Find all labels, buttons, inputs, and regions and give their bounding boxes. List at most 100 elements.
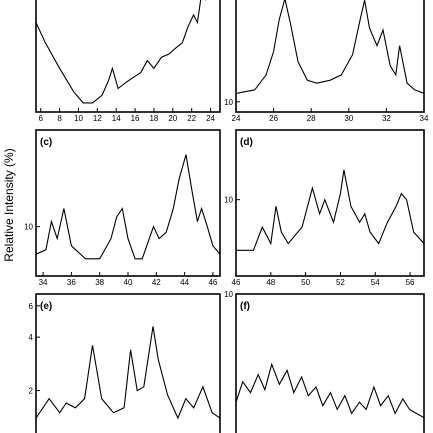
- peak-label: 86.21°: [378, 405, 384, 423]
- x-tick-label: 12: [93, 114, 102, 123]
- xrd-pattern-line: [236, 169, 424, 251]
- peak-label: 73.69°: [260, 405, 266, 423]
- x-tick-label: 56: [406, 278, 415, 287]
- panel-frame: [235, 129, 425, 277]
- peak-label: 65.48°: [156, 405, 162, 423]
- peak-label: 1.7466, 15, (622): [344, 187, 350, 233]
- peak-label: 2.8103, 20: [382, 41, 388, 70]
- peak-label: 45.61°: [203, 237, 209, 255]
- y-tick-label: 100: [220, 0, 234, 1]
- x-tick-label: 46: [232, 278, 241, 287]
- peak-label: 39.63°: [117, 237, 123, 255]
- peak-label: 60.27°: [89, 405, 95, 423]
- peak-label: 5.606: [84, 48, 90, 64]
- panel-frame: [35, 129, 221, 277]
- x-tick-label: 14: [112, 114, 121, 123]
- peak-label: 54.95°: [387, 237, 393, 255]
- x-tick-label: 34: [39, 278, 48, 287]
- peak-label: 18.45°: [156, 78, 162, 96]
- panel-a: 6 8 10 12 14 16 18 20 22 2410.70°5.60613.53°6.689…: [35, 0, 221, 123]
- x-tick-label: 20: [168, 114, 177, 123]
- y-tick-label: 10: [224, 98, 233, 107]
- xrd-pattern-line: [36, 326, 220, 420]
- peak-label: 2.5916, 6: [50, 197, 56, 223]
- peak-label: 32.72°: [396, 78, 402, 96]
- peak-label: 42.71°: [162, 237, 168, 255]
- x-tick-label: 16: [131, 114, 140, 123]
- peak-label: 5.7937: [129, 46, 135, 65]
- peak-label: 1.0990, 1, (870): [410, 355, 416, 397]
- peak-label: 3.2137: [305, 46, 311, 65]
- peak-label: 1.1487: [368, 367, 374, 386]
- peak-label: 1.7873, 2, (541): [322, 189, 328, 231]
- peak-label: 3.3450: [283, 46, 289, 65]
- peak-label: 1.4052: [172, 367, 178, 386]
- x-tick-label: 28: [307, 114, 316, 123]
- xrd-pattern-line: [236, 0, 424, 94]
- peak-label: 10.70°: [81, 78, 87, 96]
- x-tick-label: 32: [382, 114, 391, 123]
- x-tick-label: 24: [232, 114, 241, 123]
- peak-label: 74.25°: [268, 405, 274, 423]
- peak-label: 1.9012: [261, 200, 267, 219]
- panel-label: (d): [240, 137, 253, 148]
- y-tick-label: 6: [29, 302, 34, 311]
- peak-label: 17.10°: [142, 78, 148, 96]
- peak-label: 35.47°: [60, 237, 66, 255]
- x-tick-label: 8: [57, 114, 62, 123]
- peak-label: 63.13°: [127, 405, 133, 423]
- peak-label: 2.2300: [133, 200, 139, 219]
- peak-label: 1.7055, 1: [367, 197, 373, 223]
- peak-label: 53.60°: [364, 237, 370, 255]
- xrd-pattern-line: [236, 362, 424, 419]
- peak-label: 52.97°: [353, 237, 359, 255]
- peak-label: 41.89°: [150, 237, 156, 255]
- panel-b: 2426283032341010026.63°3.345027.74°3.213…: [220, 0, 429, 123]
- peak-label: 72.52°: [255, 405, 261, 423]
- peak-label: 74.79°: [274, 405, 280, 423]
- peak-label: 1.1951: [327, 367, 333, 386]
- x-tick-label: 30: [344, 114, 353, 123]
- peak-label: 80.09°: [326, 405, 332, 423]
- panel-d: 46 48 50 52 54 561047.51°1.901248.35°1.8797, …: [224, 129, 425, 287]
- panel-e: 2 4 6 57.98° 1.5916 58.47° 1.5768 60.27° 1.5348,…: [29, 293, 221, 433]
- peak-label: 44.26°: [183, 237, 189, 255]
- peak-label: 1.4372, 2, (650): [151, 355, 157, 397]
- peak-label: 1.6686, 5, (444): [390, 189, 396, 231]
- peak-label: 1.1775, 1, (770): [339, 355, 345, 397]
- y-tick-label: 2: [29, 387, 34, 396]
- peak-label: 1.4829: [114, 367, 120, 386]
- peak-label: 23.07°: [198, 78, 204, 96]
- x-tick-label: 44: [180, 278, 189, 287]
- panel-frame: [235, 293, 425, 433]
- panel-frame: [235, 0, 425, 113]
- peak-label: 77.59°: [300, 405, 306, 423]
- peak-label: 2.8968: [364, 46, 370, 65]
- x-tick-label: 36: [67, 278, 76, 287]
- peak-label: 3.8934: [201, 46, 207, 65]
- peak-label: 1.5768: [62, 367, 68, 386]
- peak-label: 47.51°: [258, 237, 264, 255]
- x-tick-label: 26: [269, 114, 278, 123]
- y-tick-label: 4: [29, 333, 34, 342]
- peak-label: 64.35°: [135, 405, 141, 423]
- peak-label: 43.78°: [178, 237, 184, 255]
- x-tick-label: 10: [74, 114, 83, 123]
- peak-label: 50.39°: [308, 237, 314, 255]
- peak-label: 58.47°: [60, 405, 66, 423]
- peak-label: 1.4464: [137, 367, 143, 386]
- peak-label: 51.03°: [319, 237, 325, 255]
- peak-label: 1.3960: [184, 367, 190, 386]
- peak-label: 1.5916: [53, 367, 59, 386]
- peak-label: 26.63°: [280, 78, 286, 96]
- x-tick-label: 42: [152, 278, 161, 287]
- peak-label: 1.1150, (912): [395, 359, 401, 394]
- x-tick-label: 6: [38, 114, 43, 123]
- peak-label: 76.53°: [288, 405, 294, 423]
- peak-label: 48.35°: [273, 237, 279, 255]
- x-tick-label: 34: [420, 114, 429, 123]
- x-tick-label: 52: [336, 278, 345, 287]
